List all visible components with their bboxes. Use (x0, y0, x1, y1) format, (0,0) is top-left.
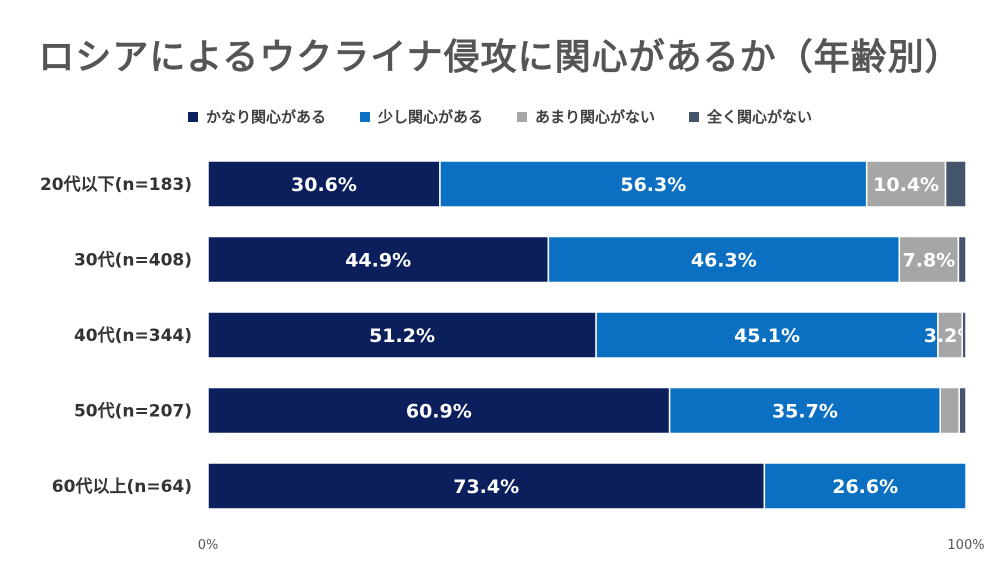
data-label-very-interested: 51.2% (369, 325, 435, 347)
data-label-somewhat-interested: 45.1% (734, 325, 800, 347)
legend-swatch-somewhat-interested (359, 111, 370, 122)
bar-segment-somewhat-interested (763, 462, 967, 510)
bar-segment-not-very-interested (898, 235, 960, 284)
legend-item-very-interested: かなり関心がある (187, 106, 326, 127)
bar-segment-somewhat-interested (439, 160, 868, 208)
category-label: 40代(n=344) (74, 325, 192, 346)
category-label: 50代(n=207) (74, 401, 192, 422)
x-tick-label: 100% (947, 538, 984, 553)
bar-segment-very-interested (207, 386, 671, 435)
bar-segment-very-interested (207, 462, 766, 510)
data-label-not-very-interested: 10.4% (873, 174, 939, 196)
bar-segment-not-very-interested (937, 311, 963, 359)
legend-swatch-not-very-interested (517, 111, 527, 122)
legend-label-somewhat-interested: 少し関心がある (377, 108, 483, 126)
bar-segment-not-at-all (961, 311, 967, 359)
chart-legend: かなり関心がある 少し関心がある あまり関心がない 全く関心がない (0, 106, 1000, 127)
data-label-somewhat-interested: 56.3% (620, 174, 686, 196)
legend-swatch-not-at-all (689, 111, 700, 122)
data-label-not-very-interested: 3.2% (924, 325, 977, 347)
category-label: 30代(n=408) (74, 250, 192, 271)
bar-segment-not-very-interested (939, 386, 960, 435)
legend-item-not-at-all: 全く関心がない (689, 106, 812, 127)
bar-segment-very-interested (207, 160, 441, 208)
legend-swatch-very-interested (187, 111, 198, 122)
x-tick-label: 0% (198, 538, 219, 553)
legend-label-not-at-all: 全く関心がない (707, 108, 813, 126)
legend-item-not-very-interested: あまり関心がない (517, 106, 655, 127)
legend-label-not-very-interested: あまり関心がない (535, 108, 656, 126)
data-label-not-very-interested: 7.8% (903, 250, 956, 272)
bar-segment-not-at-all (944, 160, 967, 208)
legend-item-somewhat-interested: 少し関心がある (359, 106, 483, 127)
chart-title: ロシアによるウクライナ侵攻に関心があるか（年齢別） (38, 37, 962, 78)
data-label-somewhat-interested: 35.7% (772, 401, 838, 423)
bar-segment-not-at-all (957, 235, 967, 284)
data-label-very-interested: 30.6% (291, 174, 357, 196)
category-label: 20代以下(n=183) (40, 174, 192, 195)
bar-segment-somewhat-interested (547, 235, 901, 284)
bar-segment-very-interested (207, 235, 550, 284)
bar-segment-very-interested (207, 311, 597, 359)
category-label: 60代以上(n=64) (52, 476, 192, 497)
data-label-somewhat-interested: 26.6% (832, 476, 898, 498)
data-label-very-interested: 44.9% (345, 250, 411, 272)
data-label-very-interested: 60.9% (406, 401, 472, 423)
bar-segment-not-at-all (958, 386, 967, 435)
data-label-very-interested: 73.4% (453, 476, 519, 498)
legend-label-very-interested: かなり関心がある (205, 108, 326, 126)
bar-segment-somewhat-interested (668, 386, 941, 435)
data-label-somewhat-interested: 46.3% (691, 250, 757, 272)
